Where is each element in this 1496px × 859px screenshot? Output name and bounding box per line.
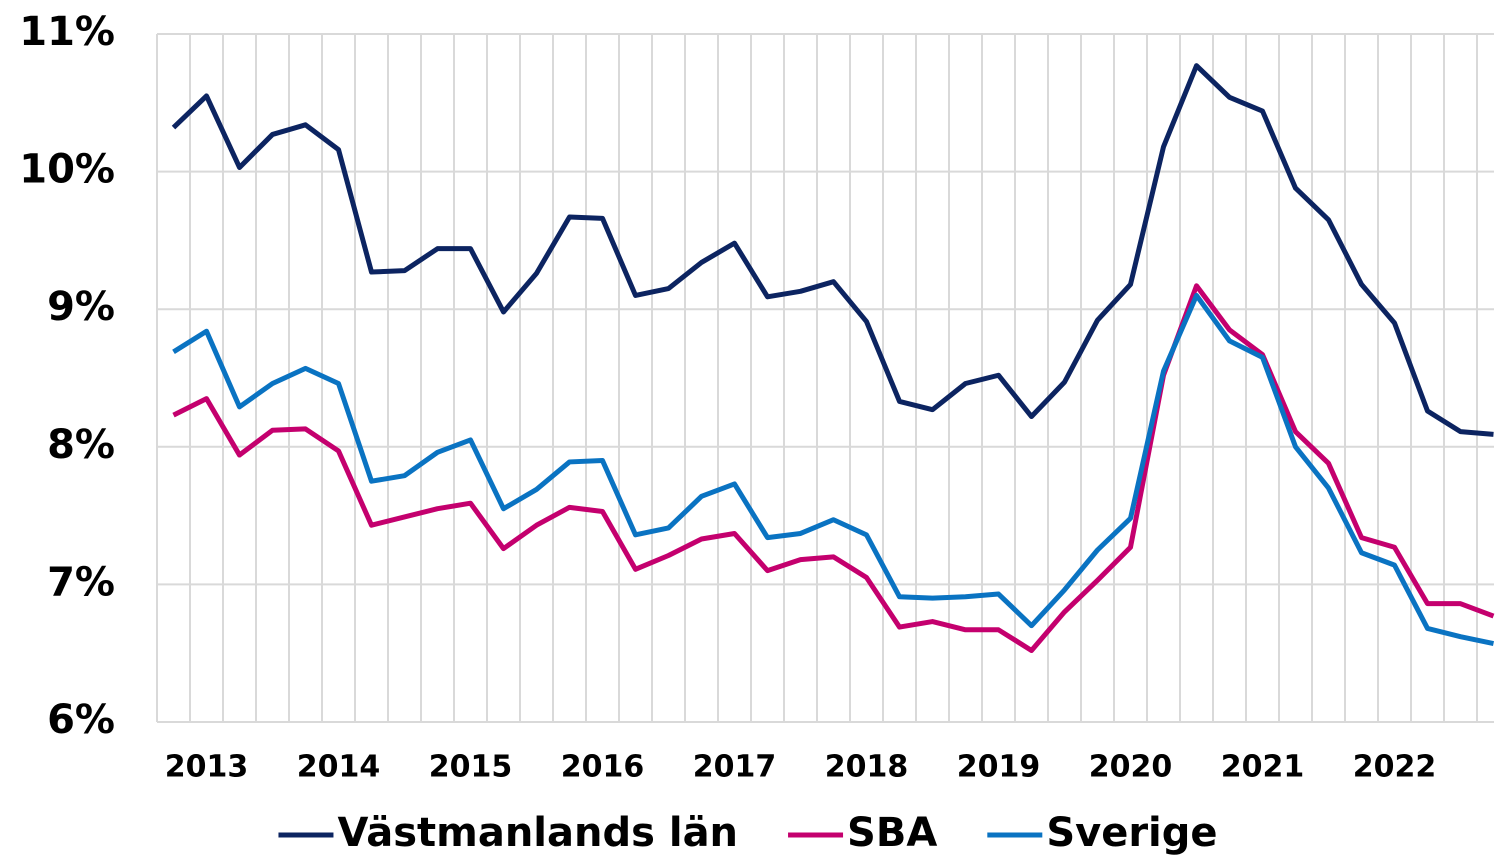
series-line [172, 292, 1495, 647]
legend-label: Sverige [1046, 810, 1217, 856]
y-tick-label: 8% [47, 422, 115, 468]
y-tick-label: 7% [47, 559, 115, 605]
series-line [171, 63, 1494, 437]
x-tick-label: 2016 [561, 750, 645, 785]
legend-label: Västmanlands län [337, 810, 738, 856]
y-tick-label: 11% [19, 9, 115, 55]
x-tick-label: 2022 [1353, 750, 1437, 785]
x-tick-label: 2017 [693, 750, 777, 785]
y-tick-label: 9% [47, 284, 115, 330]
x-tick-label: 2013 [165, 750, 249, 785]
series-line [172, 283, 1495, 653]
x-tick-label: 2014 [297, 750, 381, 785]
y-tick-label: 6% [47, 697, 115, 743]
x-tick-label: 2019 [957, 750, 1041, 785]
x-tick-label: 2018 [825, 750, 909, 785]
x-tick-label: 2021 [1221, 750, 1305, 785]
y-tick-label: 10% [19, 147, 115, 193]
x-tick-label: 2020 [1089, 750, 1173, 785]
legend-label: SBA [847, 810, 937, 856]
x-tick-label: 2015 [429, 750, 513, 785]
